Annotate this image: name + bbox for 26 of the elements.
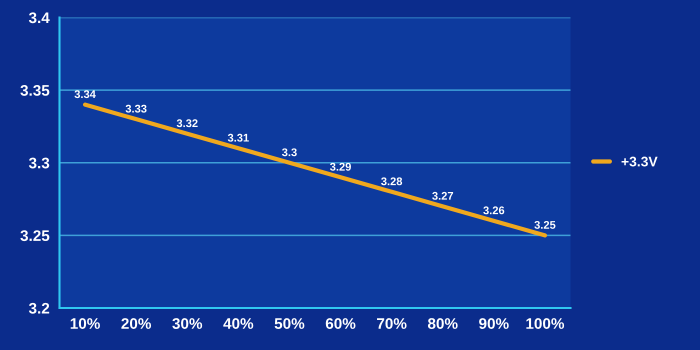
x-tick-label: 20%	[121, 318, 152, 329]
x-tick-label: 30%	[172, 318, 202, 329]
x-tick-label: 60%	[326, 318, 356, 329]
data-label: 3.34	[74, 90, 96, 98]
y-tick-label: 3.25	[20, 230, 50, 242]
x-tick-label: 80%	[428, 318, 458, 329]
x-tick-label: 40%	[223, 318, 254, 329]
data-label: 3.27	[432, 192, 454, 200]
data-label: 3.29	[330, 162, 351, 171]
data-label: 3.3	[282, 148, 297, 156]
y-tick-label: 3.35	[20, 84, 50, 96]
data-label: 3.26	[483, 206, 504, 214]
y-tick-label: 3.2	[28, 302, 50, 314]
data-label: 3.31	[228, 134, 249, 142]
x-tick-label: 90%	[479, 318, 509, 329]
data-label: 3.28	[381, 177, 402, 186]
x-tick-label: 50%	[274, 318, 304, 329]
data-label: 3.32	[176, 119, 198, 128]
x-tick-label: 70%	[377, 318, 407, 329]
data-label: 3.25	[534, 220, 556, 229]
data-label: 3.33	[126, 104, 147, 113]
x-tick-label: 10%	[70, 318, 100, 329]
legend-label: +3.3V	[622, 156, 658, 166]
y-tick-label: 3.4	[28, 12, 50, 24]
x-tick-label: 100%	[526, 318, 564, 329]
y-tick-label: 3.3	[28, 158, 50, 168]
